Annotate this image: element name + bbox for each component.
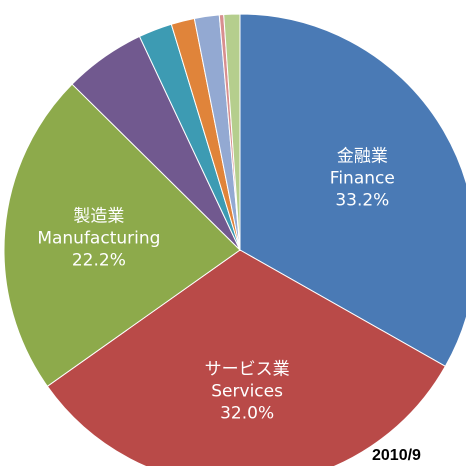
pie-slice — [223, 13, 241, 251]
pie-slice — [239, 13, 466, 367]
slice-label-en: Manufacturing — [37, 228, 160, 248]
pie-slice — [3, 83, 241, 388]
slice-label: サービス業 — [205, 359, 290, 379]
value-label: 22.2% — [72, 250, 126, 270]
slice-label: 製造業 — [73, 206, 124, 226]
slice-label: 金融業 — [337, 147, 388, 167]
pie-slice — [46, 249, 447, 466]
value-label: 33.2% — [335, 191, 389, 211]
annotation: 2010/9 — [372, 447, 421, 464]
value-label: 32.0% — [220, 403, 274, 423]
slice-label-en: Finance — [330, 169, 395, 189]
slice-label-en: Services — [211, 381, 283, 401]
